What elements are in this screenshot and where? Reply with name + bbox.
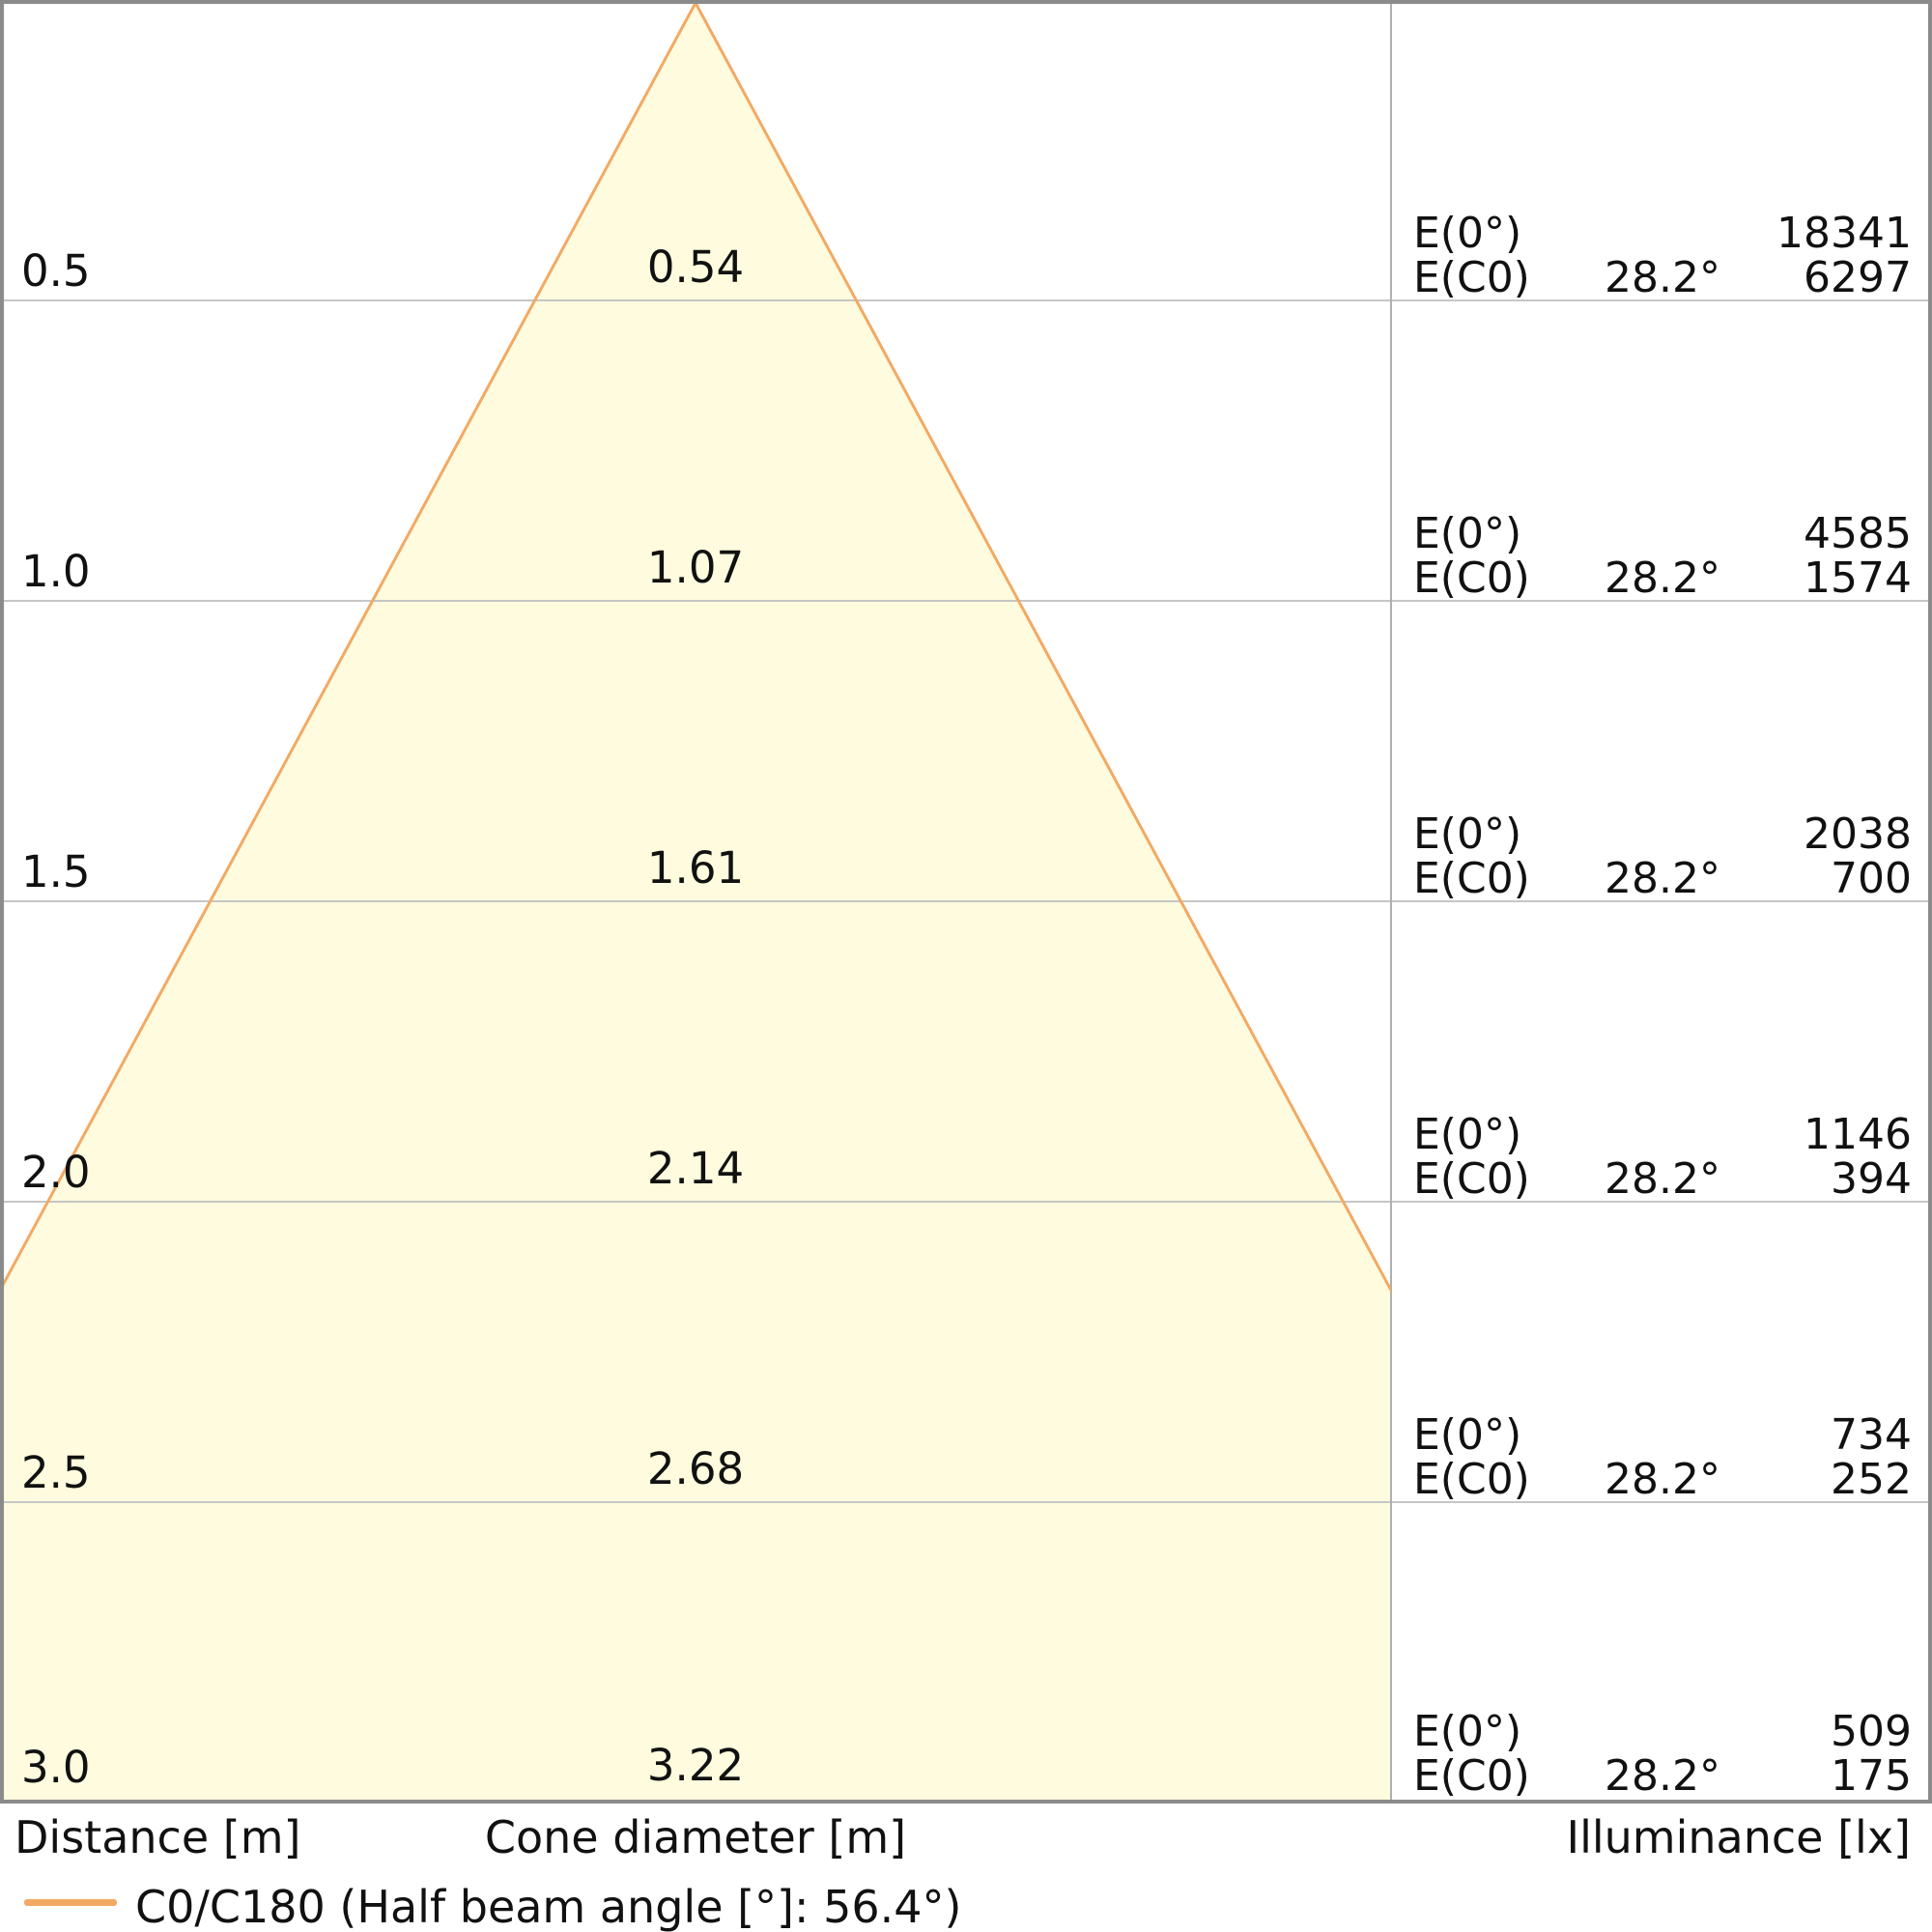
cone-diameter-label: 1.07 — [646, 542, 745, 593]
e0-label: E(0°) — [1413, 509, 1522, 558]
illuminance-row: E(0°) 509 E(C0) 28.2° 175 — [1391, 1702, 1932, 1799]
ec0-line: E(C0) 28.2° 175 — [1413, 1754, 1912, 1799]
cone-diameter-label: 0.54 — [646, 242, 745, 293]
ec0-value: 175 — [1831, 1751, 1912, 1801]
illuminance-row: E(0°) 4585 E(C0) 28.2° 1574 — [1391, 504, 1932, 601]
ec0-value: 700 — [1831, 854, 1912, 903]
illuminance-row: E(0°) 1146 E(C0) 28.2° 394 — [1391, 1105, 1932, 1202]
legend-line-swatch — [24, 1899, 117, 1906]
legend-line-swatch-rect — [24, 1899, 117, 1906]
distance-axis-label: Distance [m] — [14, 1811, 301, 1863]
distance-tick-label: 1.5 — [21, 846, 91, 897]
cone-diameter-label: 2.68 — [646, 1443, 745, 1494]
e0-line: E(0°) 734 — [1413, 1413, 1912, 1458]
plot-border — [0, 0, 1932, 1804]
ec0-label: E(C0) — [1413, 554, 1530, 603]
half-beam-angle-value: 28.2° — [1605, 1751, 1720, 1801]
illuminance-row: E(0°) 2038 E(C0) 28.2° 700 — [1391, 805, 1932, 901]
ec0-value: 252 — [1831, 1455, 1912, 1504]
distance-tick-label: 2.0 — [21, 1147, 91, 1198]
ec0-line: E(C0) 28.2° 6297 — [1413, 256, 1912, 300]
e0-label: E(0°) — [1413, 1410, 1522, 1460]
ec0-line: E(C0) 28.2° 1574 — [1413, 556, 1912, 601]
ec0-label: E(C0) — [1413, 1751, 1530, 1801]
distance-tick-label: 3.0 — [21, 1742, 91, 1793]
illuminance-axis-label: Illuminance [lx] — [1566, 1811, 1911, 1863]
ec0-label: E(C0) — [1413, 1455, 1530, 1504]
legend-label: C0/C180 (Half beam angle [°]: 56.4°) — [135, 1881, 962, 1932]
e0-value: 4585 — [1804, 509, 1912, 558]
ec0-label: E(C0) — [1413, 253, 1530, 302]
e0-line: E(0°) 2038 — [1413, 812, 1912, 857]
half-beam-angle-value: 28.2° — [1605, 854, 1720, 903]
cone-diameter-label: 2.14 — [646, 1143, 745, 1194]
illuminance-row: E(0°) 18341 E(C0) 28.2° 6297 — [1391, 204, 1932, 300]
ec0-label: E(C0) — [1413, 854, 1530, 903]
e0-value: 2038 — [1804, 810, 1912, 859]
half-beam-angle-value: 28.2° — [1605, 1455, 1720, 1504]
e0-value: 1146 — [1804, 1110, 1912, 1159]
distance-tick-label: 0.5 — [21, 245, 91, 297]
distance-tick-label: 2.5 — [21, 1447, 91, 1498]
half-beam-angle-value: 28.2° — [1605, 253, 1720, 302]
e0-line: E(0°) 1146 — [1413, 1113, 1912, 1157]
cone-diameter-label: 1.61 — [646, 842, 745, 894]
ec0-line: E(C0) 28.2° 252 — [1413, 1458, 1912, 1502]
e0-label: E(0°) — [1413, 1707, 1522, 1756]
e0-label: E(0°) — [1413, 1110, 1522, 1159]
e0-value: 18341 — [1776, 209, 1912, 258]
e0-value: 509 — [1831, 1707, 1912, 1756]
half-beam-angle-value: 28.2° — [1605, 1154, 1720, 1204]
ec0-line: E(C0) 28.2° 394 — [1413, 1157, 1912, 1202]
illuminance-row: E(0°) 734 E(C0) 28.2° 252 — [1391, 1406, 1932, 1502]
ec0-value: 6297 — [1804, 253, 1912, 302]
e0-line: E(0°) 18341 — [1413, 212, 1912, 256]
e0-line: E(0°) 4585 — [1413, 512, 1912, 556]
e0-value: 734 — [1831, 1410, 1912, 1460]
ec0-label: E(C0) — [1413, 1154, 1530, 1204]
ec0-line: E(C0) 28.2° 700 — [1413, 857, 1912, 901]
e0-label: E(0°) — [1413, 209, 1522, 258]
ec0-value: 1574 — [1804, 554, 1912, 603]
e0-label: E(0°) — [1413, 810, 1522, 859]
distance-tick-label: 1.0 — [21, 546, 91, 597]
ec0-value: 394 — [1831, 1154, 1912, 1204]
cone-diameter-label: 3.22 — [646, 1740, 745, 1791]
half-beam-angle-value: 28.2° — [1605, 554, 1720, 603]
cone-diameter-axis-label: Cone diameter [m] — [484, 1811, 907, 1863]
beam-cone-plot — [0, 0, 1932, 1804]
e0-line: E(0°) 509 — [1413, 1710, 1912, 1754]
